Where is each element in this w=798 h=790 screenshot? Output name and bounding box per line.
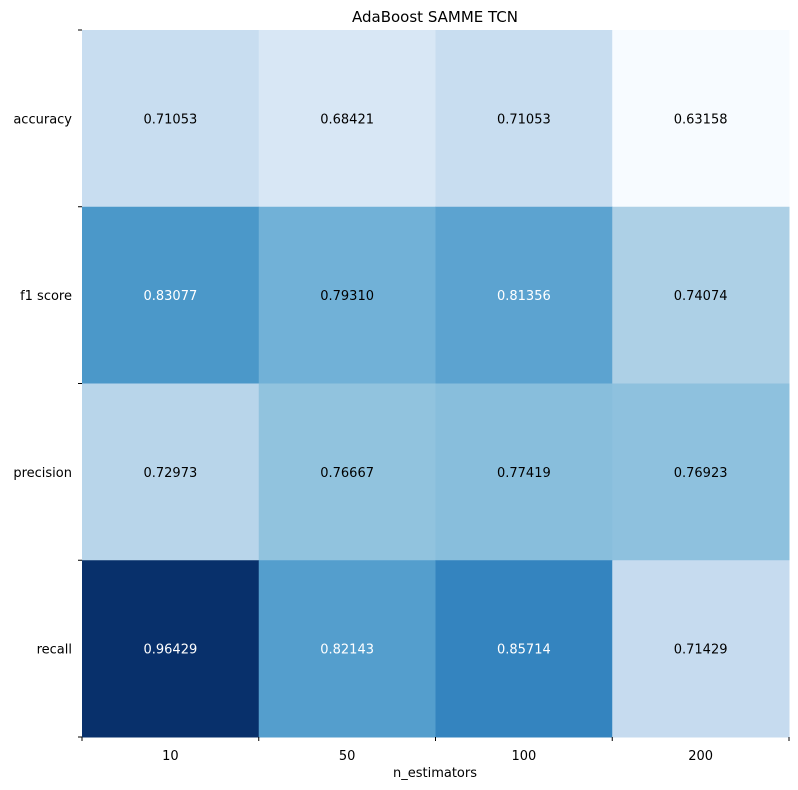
cell-value-label: 0.79310 [320, 289, 374, 304]
cell-value-label: 0.83077 [143, 289, 197, 304]
cell-value-label: 0.71053 [143, 112, 197, 127]
cell-value-label: 0.81356 [497, 289, 551, 304]
heatmap-cell [258, 560, 436, 738]
y-tick-label: precision [13, 466, 72, 481]
y-tick-label: recall [37, 643, 72, 658]
heatmap-cell [82, 30, 260, 208]
heatmap-cell [82, 206, 260, 384]
x-axis-label: n_estimators [393, 766, 477, 781]
x-tick-label: 10 [162, 749, 179, 764]
heatmap-cell [258, 383, 436, 561]
heatmap-cell [435, 383, 613, 561]
heatmap-cell [612, 206, 790, 384]
heatmap-cell [82, 383, 260, 561]
x-axis: 10 50 100 200 [81, 737, 790, 764]
cell-value-label: 0.82143 [320, 643, 374, 658]
y-tick-label: f1 score [20, 289, 72, 304]
heatmap-cell [435, 560, 613, 738]
heatmap-cell [258, 206, 436, 384]
y-tick-label: accuracy [13, 112, 72, 127]
heatmap-cell [435, 206, 613, 384]
heatmap-cell [82, 560, 260, 738]
cell-value-label: 0.76667 [320, 466, 374, 481]
heatmap-cells [82, 30, 790, 738]
x-tick-label: 50 [339, 749, 356, 764]
heatmap-cell [258, 30, 436, 208]
heatmap-cell [612, 560, 790, 738]
cell-value-label: 0.71053 [497, 112, 551, 127]
cell-value-label: 0.96429 [143, 643, 197, 658]
heatmap-cell [612, 383, 790, 561]
cell-value-label: 0.68421 [320, 112, 374, 127]
cell-value-label: 0.72973 [143, 466, 197, 481]
cell-value-label: 0.85714 [497, 643, 551, 658]
cell-value-label: 0.71429 [674, 643, 728, 658]
chart-title: AdaBoost SAMME TCN [352, 8, 518, 26]
x-tick-label: 200 [688, 749, 713, 764]
y-axis: accuracy f1 score precision recall [13, 29, 82, 738]
cell-value-label: 0.77419 [497, 466, 551, 481]
cell-value-label: 0.74074 [674, 289, 728, 304]
cell-value-labels: 0.71053 0.68421 0.71053 0.63158 0.83077 0.793… [143, 112, 727, 657]
cell-value-label: 0.76923 [674, 466, 728, 481]
cell-value-label: 0.63158 [674, 112, 728, 127]
x-tick-label: 100 [511, 749, 536, 764]
heatmap-cell [435, 30, 613, 208]
heatmap-cell [612, 30, 790, 208]
